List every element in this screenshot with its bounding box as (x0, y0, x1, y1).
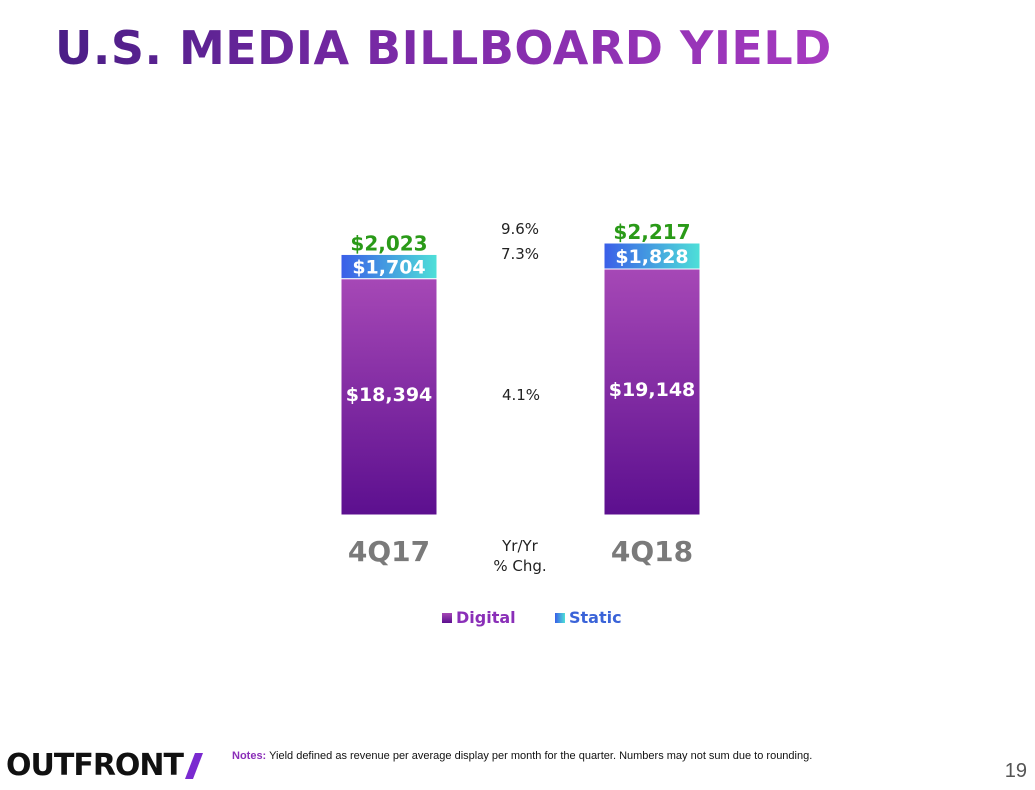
total-label-4Q18: $2,217 (613, 220, 690, 244)
legend-item-digital: Digital (442, 608, 516, 627)
legend-label-digital: Digital (456, 608, 516, 627)
stacked-bar-chart: $18,394 $1,704$2,023 4Q17 $19,148 $1,828$2,2… (340, 220, 701, 568)
yoy-static-change: 7.3% (500, 245, 540, 263)
data-label-digital-4Q17: $18,394 (346, 384, 433, 406)
footer-notes: Notes: Yield defined as revenue per aver… (232, 750, 952, 762)
yoy-caption: Yr/Yr % Chg. (480, 536, 560, 576)
page-number: 19 (1004, 760, 1027, 782)
logo-slash-icon (185, 752, 203, 779)
yoy-caption-line1: Yr/Yr (502, 537, 538, 555)
yoy-caption-line2: % Chg. (493, 557, 547, 575)
bar-static-4Q18 (603, 242, 701, 270)
yoy-total-change: 9.6% (500, 220, 540, 238)
total-label-4Q17: $2,023 (350, 231, 427, 255)
page-title: U.S. MEDIA BILLBOARD YIELD (55, 18, 832, 78)
bar-digital-4Q17 (340, 278, 438, 516)
bar-digital-4Q18 (603, 268, 701, 516)
yoy-digital-change: 4.1% (501, 386, 541, 404)
legend-label-static: Static (569, 608, 622, 627)
category-label-4Q17: 4Q17 (348, 535, 430, 568)
legend-swatch-static (555, 612, 565, 623)
outfront-logo: OUTFRONT (6, 748, 203, 783)
logo-text: OUTFRONT (6, 748, 184, 783)
data-label-digital-4Q18: $19,148 (609, 379, 696, 401)
data-label-static-4Q18: $1,828 (615, 246, 688, 268)
notes-text: Yield defined as revenue per average dis… (266, 750, 813, 762)
bar-static-4Q17 (340, 253, 438, 280)
notes-label: Notes: (232, 750, 267, 762)
category-label-4Q18: 4Q18 (611, 535, 693, 568)
legend-swatch-digital (442, 612, 452, 623)
data-label-static-4Q17: $1,704 (352, 257, 425, 279)
legend-item-static: Static (555, 608, 622, 627)
